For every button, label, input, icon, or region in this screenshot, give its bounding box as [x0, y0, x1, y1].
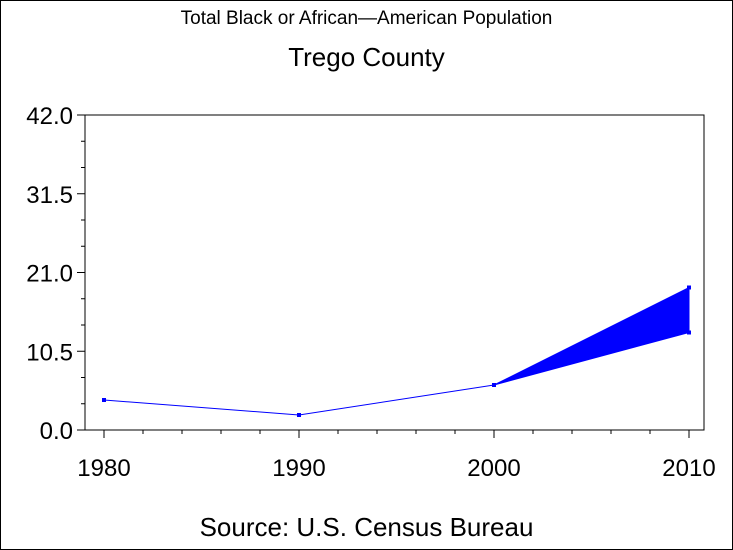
- y-tick-label: 0.0: [40, 418, 73, 445]
- chart-title: Total Black or African—American Populati…: [180, 8, 553, 29]
- x-tick-label: 2010: [662, 455, 715, 482]
- y-axis: 0.0 10.5 21.0 31.5 42.0: [26, 103, 85, 445]
- data-point: [492, 383, 496, 387]
- range-band-lower-point: [687, 330, 691, 335]
- x-axis: 1980 1990 2000 2010: [77, 430, 716, 482]
- x-tick-label: 1990: [272, 455, 325, 482]
- series-line: [103, 384, 495, 416]
- range-band-layer: [492, 285, 691, 387]
- range-band-upper-point: [687, 285, 691, 290]
- range-band: [493, 286, 690, 386]
- data-point: [297, 413, 301, 417]
- y-tick-label: 31.5: [26, 182, 73, 209]
- chart-subtitle: Trego County: [288, 42, 445, 72]
- y-tick-label: 10.5: [26, 339, 73, 366]
- plot-area: [84, 114, 705, 431]
- y-tick-label: 21.0: [26, 261, 73, 288]
- data-point: [102, 398, 106, 402]
- series-layer: [102, 383, 496, 417]
- x-tick-label: 1980: [77, 455, 130, 482]
- y-tick-label: 42.0: [26, 103, 73, 130]
- x-tick-label: 2000: [467, 455, 520, 482]
- source-note: Source: U.S. Census Bureau: [199, 512, 534, 542]
